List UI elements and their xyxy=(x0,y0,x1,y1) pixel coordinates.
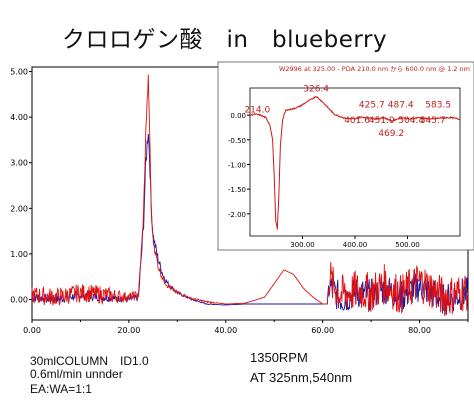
y-tick-label: 5.00 xyxy=(10,68,28,77)
series-line-blue xyxy=(31,133,468,315)
y-tick-label: 0.00 xyxy=(10,295,28,304)
x-tick-label: 40.00 xyxy=(214,326,237,335)
flow-note: 0.6ml/min unnder xyxy=(30,367,123,381)
peak-annotation: 425.7 xyxy=(359,101,385,111)
inset-panel xyxy=(217,61,474,251)
inset-header: W2996 at 325.00 - PDA 210.0 nm から 600.0 … xyxy=(279,65,470,73)
peak-annotation: 545.7 xyxy=(420,116,446,126)
series-line-red xyxy=(31,74,468,317)
chart-title: クロロゲン酸 in blueberry xyxy=(62,27,388,53)
x-tick-label: 60.00 xyxy=(311,326,334,335)
inset-y-tick-label: -0.50 xyxy=(228,137,246,145)
y-tick-label: 3.00 xyxy=(10,159,28,168)
peak-annotation: 583.5 xyxy=(425,101,451,111)
spectrum-line xyxy=(249,96,461,230)
column-note: 30mlCOLUMN ID1.0 xyxy=(30,354,149,368)
inset-x-tick-label: 400.00 xyxy=(343,241,368,249)
spectrum-inset: W2996 at 325.00 - PDA 210.0 nm から 600.0 … xyxy=(217,61,474,251)
peak-annotation: 487.4 xyxy=(388,101,414,111)
inset-x-tick-label: 500.00 xyxy=(395,241,420,249)
peak-annotation: 326.4 xyxy=(303,84,329,94)
inset-y-tick-label: -1.00 xyxy=(228,161,246,169)
main-chart: 0.00 1.00 2.00 3.00 4.00 5.00 0.00 20.00 40.00 60… xyxy=(10,66,469,335)
peak-annotation: 469.2 xyxy=(378,129,404,139)
eluent-note: EA:WA=1:1 xyxy=(30,382,92,396)
peak-annotation: 214.0 xyxy=(244,106,270,116)
inset-x-tick-label: 300.00 xyxy=(290,241,315,249)
inset-y-tick-label: 0.00 xyxy=(230,112,246,120)
peak-annotation: 504.4 xyxy=(398,116,424,126)
peak-annotation: 401.6 xyxy=(344,116,370,126)
wavelength-note: AT 325nm,540nm xyxy=(250,370,353,385)
x-tick-label: 0.00 xyxy=(23,326,41,335)
x-tick-label: 20.00 xyxy=(117,326,140,335)
inset-y-tick-label: -2.00 xyxy=(228,211,246,219)
rpm-note: 1350RPM xyxy=(250,350,308,365)
y-tick-label: 4.00 xyxy=(10,113,28,122)
peak-annotation: 451.0 xyxy=(369,116,395,126)
y-tick-label: 2.00 xyxy=(10,204,28,213)
x-tick-label: 80.00 xyxy=(408,326,431,335)
y-tick-label: 1.00 xyxy=(10,250,28,259)
inset-y-tick-label: -1.50 xyxy=(228,186,246,194)
